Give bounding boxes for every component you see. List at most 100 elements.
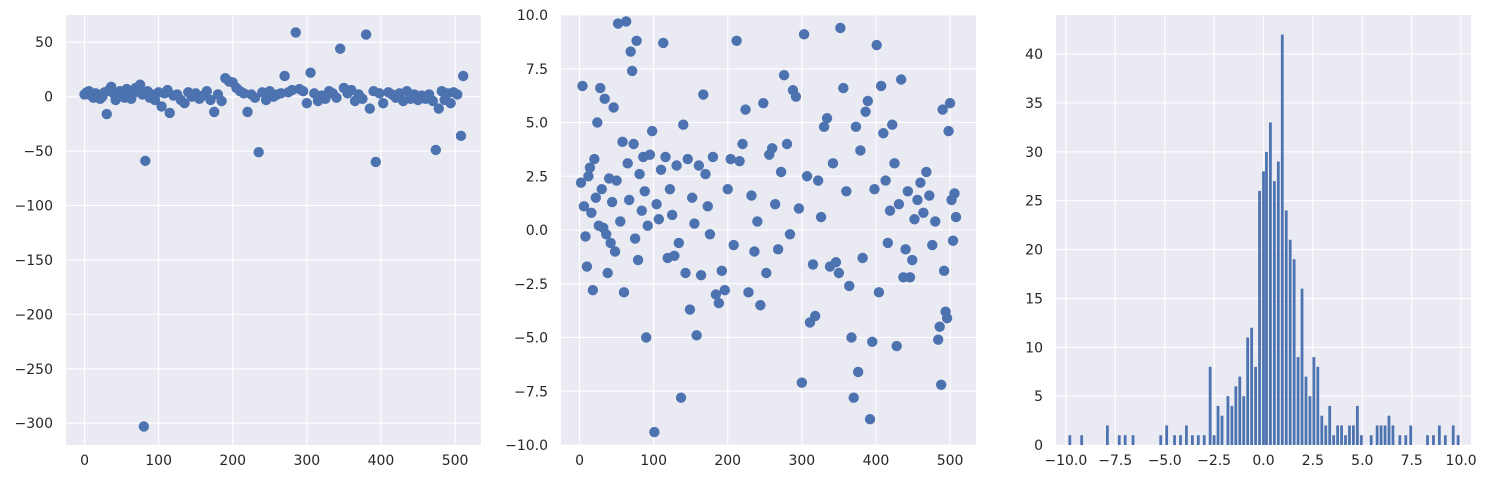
scatter-point	[693, 160, 705, 171]
scatter-point	[689, 218, 700, 229]
histogram-bar	[1284, 210, 1288, 445]
scatter-point	[377, 97, 389, 109]
scatter-point	[933, 334, 944, 345]
scatter-point	[101, 108, 112, 120]
scatter-point	[912, 194, 923, 206]
scatter-point	[618, 287, 630, 298]
scatter-point	[651, 199, 662, 210]
scatter-point	[205, 94, 216, 106]
scatter-point	[781, 138, 793, 150]
y-tick-label: −300	[15, 416, 53, 432]
scatter-point	[631, 35, 642, 46]
scatter-point	[743, 287, 754, 298]
scatter-point	[242, 106, 253, 118]
histogram-bar	[1432, 435, 1435, 445]
scatter-point	[887, 119, 898, 130]
scatter-point	[644, 149, 656, 160]
histogram-bar	[1375, 425, 1379, 445]
scatter-point	[935, 379, 947, 390]
scatter-point	[138, 421, 150, 432]
y-tick-label: −150	[15, 253, 53, 269]
scatter-point	[590, 192, 602, 203]
scatter-point	[801, 171, 813, 182]
scatter-point	[737, 138, 748, 150]
scatter-point	[943, 125, 954, 137]
histogram-bar	[1226, 396, 1230, 445]
scatter-point	[769, 199, 781, 210]
scatter-point	[798, 29, 810, 40]
histogram-bar	[1456, 435, 1460, 445]
scatter-point	[841, 186, 852, 197]
scatter-point	[833, 267, 845, 279]
histogram-bar	[1179, 435, 1182, 445]
scatter-point	[809, 310, 821, 322]
scatter-point	[622, 158, 633, 169]
histogram-bar	[1246, 337, 1250, 445]
scatter-point	[850, 121, 862, 132]
scatter-point	[595, 82, 606, 94]
x-tick-label: 2.5	[1302, 453, 1324, 469]
y-tick-label: 30	[1025, 145, 1043, 161]
scatter-point	[655, 164, 667, 175]
y-tick-label: 0	[44, 90, 53, 106]
scatter-point	[835, 22, 846, 34]
histogram-bar	[1280, 34, 1284, 445]
scatter-point	[357, 93, 368, 105]
scatter-point	[944, 97, 956, 109]
scatter-point	[156, 101, 167, 112]
scatter-point	[458, 70, 469, 82]
histogram-bar	[1208, 366, 1212, 445]
scatter-point	[636, 205, 647, 216]
scatter-point	[433, 103, 444, 114]
scatter-point	[927, 239, 938, 251]
x-tick-label: −10.0	[1044, 453, 1087, 469]
scatter-point	[947, 235, 959, 246]
scatter-point	[924, 190, 935, 201]
scatter-point	[673, 237, 685, 249]
scatter-point	[746, 190, 757, 201]
histogram-bar	[1230, 405, 1234, 445]
scatter-point	[575, 177, 587, 188]
x-tick-label: 500	[442, 453, 469, 469]
x-tick-label: 10.0	[1446, 453, 1477, 469]
scatter-point	[812, 175, 824, 186]
scatter-point	[930, 216, 941, 227]
scatter-point	[761, 267, 772, 279]
scatter-point	[704, 229, 716, 240]
y-tick-label: −10.0	[505, 438, 548, 454]
x-tick-label: 200	[714, 453, 741, 469]
scatter-point	[666, 209, 678, 221]
y-tick-label: −7.5	[514, 384, 548, 400]
scatter-point	[907, 254, 918, 266]
scatter-point	[445, 97, 456, 109]
histogram-bar	[1123, 435, 1127, 445]
scatter-point	[201, 86, 213, 97]
scatter-point	[660, 151, 671, 163]
scatter-point	[686, 192, 698, 203]
scatter-point	[790, 91, 802, 102]
scatter-point	[873, 287, 885, 298]
histogram-bar	[1269, 122, 1272, 445]
scatter-point	[642, 220, 653, 231]
scatter-point	[680, 267, 691, 279]
scatter-point	[740, 104, 751, 115]
x-tick-label: 7.5	[1401, 453, 1423, 469]
histogram-bar	[1391, 425, 1395, 445]
scatter-point	[778, 70, 790, 81]
scatter-point	[862, 95, 874, 107]
histogram-bar	[1320, 415, 1324, 445]
scatter-point	[807, 259, 819, 270]
scatter-point	[374, 88, 385, 99]
histogram-bar	[1250, 327, 1254, 445]
scatter-point	[755, 300, 766, 311]
scatter-point	[857, 252, 868, 264]
scatter-point	[725, 153, 736, 165]
scatter-point	[880, 175, 891, 186]
scatter-point	[589, 153, 600, 165]
scatter-point	[611, 175, 622, 186]
scatter-point	[669, 250, 680, 261]
scatter-point	[878, 128, 889, 139]
scatter-point	[950, 211, 962, 223]
histogram-bar	[1451, 425, 1455, 445]
